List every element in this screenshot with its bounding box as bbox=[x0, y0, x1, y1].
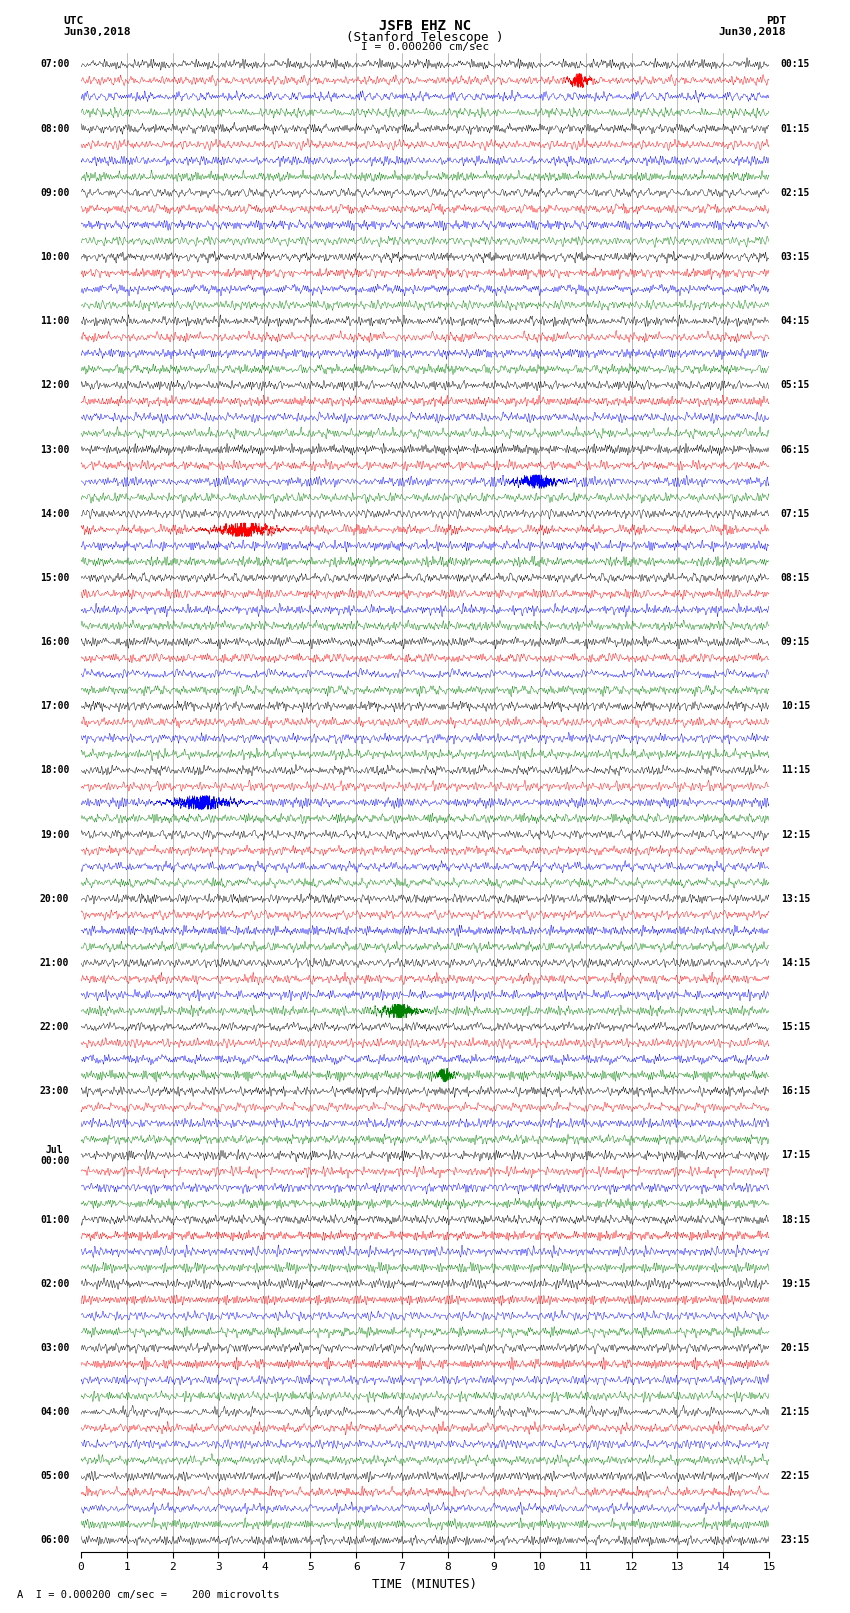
Text: 17:00: 17:00 bbox=[40, 702, 70, 711]
Text: 21:00: 21:00 bbox=[40, 958, 70, 968]
Text: 04:00: 04:00 bbox=[40, 1407, 70, 1418]
Text: 01:15: 01:15 bbox=[780, 124, 810, 134]
Text: 02:00: 02:00 bbox=[40, 1279, 70, 1289]
Text: 14:00: 14:00 bbox=[40, 508, 70, 519]
Text: 16:15: 16:15 bbox=[780, 1086, 810, 1097]
Text: 22:15: 22:15 bbox=[780, 1471, 810, 1481]
Text: 18:00: 18:00 bbox=[40, 766, 70, 776]
Text: 18:15: 18:15 bbox=[780, 1215, 810, 1224]
Text: 15:15: 15:15 bbox=[780, 1023, 810, 1032]
Text: 16:00: 16:00 bbox=[40, 637, 70, 647]
Text: (Stanford Telescope ): (Stanford Telescope ) bbox=[346, 31, 504, 44]
Text: 04:15: 04:15 bbox=[780, 316, 810, 326]
Text: Jul
00:00: Jul 00:00 bbox=[40, 1145, 70, 1166]
Text: 15:00: 15:00 bbox=[40, 573, 70, 582]
X-axis label: TIME (MINUTES): TIME (MINUTES) bbox=[372, 1578, 478, 1590]
Text: 09:00: 09:00 bbox=[40, 187, 70, 198]
Text: 06:15: 06:15 bbox=[780, 445, 810, 455]
Text: UTC: UTC bbox=[64, 16, 84, 26]
Text: Jun30,2018: Jun30,2018 bbox=[64, 27, 131, 37]
Text: 11:15: 11:15 bbox=[780, 766, 810, 776]
Text: PDT: PDT bbox=[766, 16, 786, 26]
Text: 06:00: 06:00 bbox=[40, 1536, 70, 1545]
Text: 22:00: 22:00 bbox=[40, 1023, 70, 1032]
Text: A  I = 0.000200 cm/sec =    200 microvolts: A I = 0.000200 cm/sec = 200 microvolts bbox=[17, 1590, 280, 1600]
Text: 01:00: 01:00 bbox=[40, 1215, 70, 1224]
Text: 05:00: 05:00 bbox=[40, 1471, 70, 1481]
Text: 07:00: 07:00 bbox=[40, 60, 70, 69]
Text: 08:00: 08:00 bbox=[40, 124, 70, 134]
Text: 08:15: 08:15 bbox=[780, 573, 810, 582]
Text: 13:00: 13:00 bbox=[40, 445, 70, 455]
Text: 12:00: 12:00 bbox=[40, 381, 70, 390]
Text: 17:15: 17:15 bbox=[780, 1150, 810, 1160]
Text: 10:00: 10:00 bbox=[40, 252, 70, 261]
Text: Jun30,2018: Jun30,2018 bbox=[719, 27, 786, 37]
Text: 10:15: 10:15 bbox=[780, 702, 810, 711]
Text: 07:15: 07:15 bbox=[780, 508, 810, 519]
Text: 23:15: 23:15 bbox=[780, 1536, 810, 1545]
Text: 20:15: 20:15 bbox=[780, 1344, 810, 1353]
Text: 19:00: 19:00 bbox=[40, 829, 70, 839]
Text: JSFB EHZ NC: JSFB EHZ NC bbox=[379, 19, 471, 34]
Text: 13:15: 13:15 bbox=[780, 894, 810, 903]
Text: 05:15: 05:15 bbox=[780, 381, 810, 390]
Text: I = 0.000200 cm/sec: I = 0.000200 cm/sec bbox=[361, 42, 489, 52]
Text: 21:15: 21:15 bbox=[780, 1407, 810, 1418]
Text: 03:15: 03:15 bbox=[780, 252, 810, 261]
Text: 11:00: 11:00 bbox=[40, 316, 70, 326]
Text: 23:00: 23:00 bbox=[40, 1086, 70, 1097]
Text: 00:15: 00:15 bbox=[780, 60, 810, 69]
Text: 09:15: 09:15 bbox=[780, 637, 810, 647]
Text: 20:00: 20:00 bbox=[40, 894, 70, 903]
Text: 02:15: 02:15 bbox=[780, 187, 810, 198]
Text: 19:15: 19:15 bbox=[780, 1279, 810, 1289]
Text: 03:00: 03:00 bbox=[40, 1344, 70, 1353]
Text: 12:15: 12:15 bbox=[780, 829, 810, 839]
Text: 14:15: 14:15 bbox=[780, 958, 810, 968]
